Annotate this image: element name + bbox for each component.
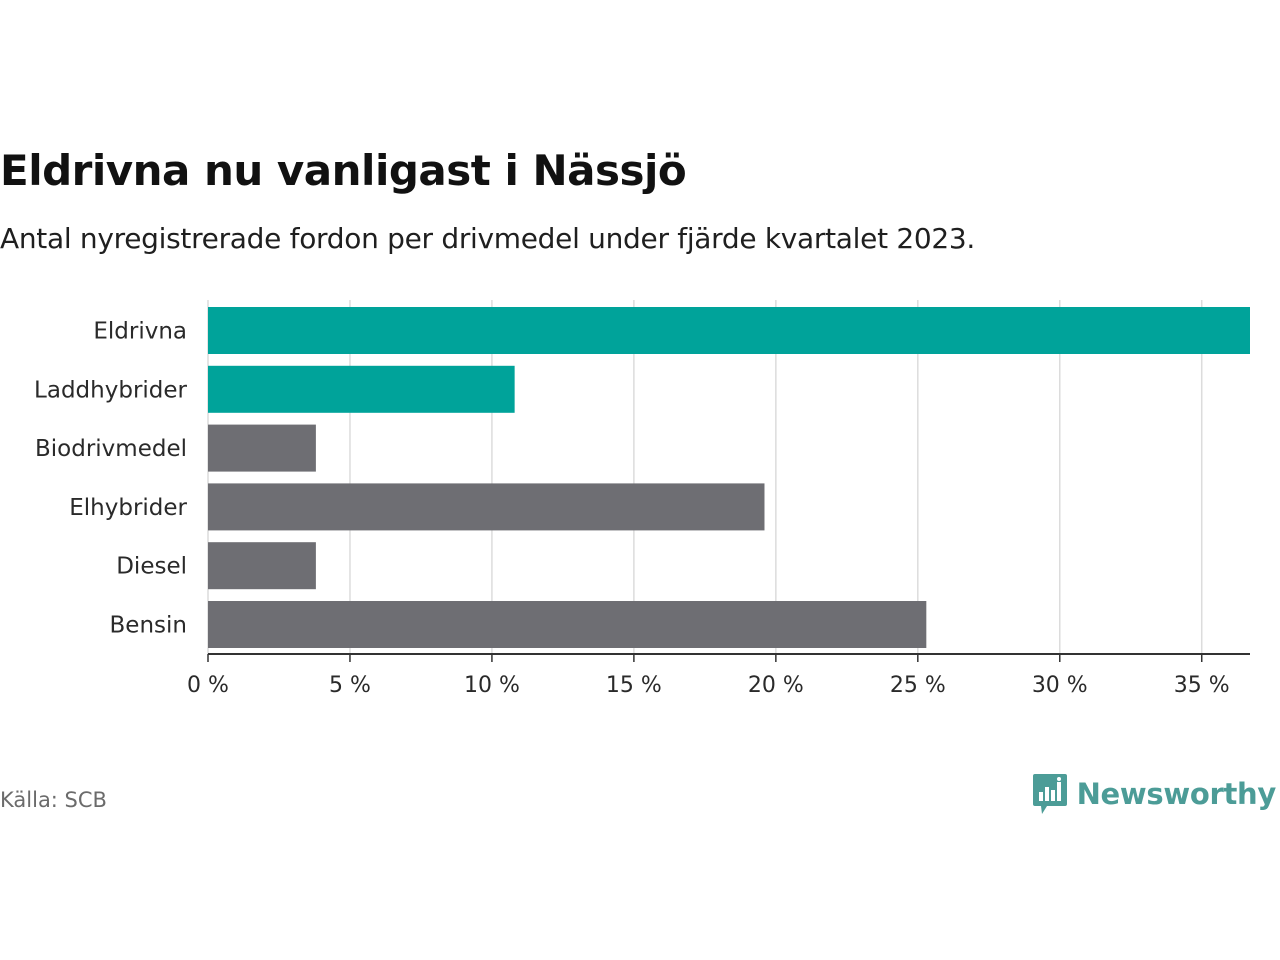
bar: [208, 424, 316, 472]
chart-title: Eldrivna nu vanligast i Nässjö: [0, 146, 687, 195]
chart-subtitle: Antal nyregistrerade fordon per drivmede…: [0, 222, 976, 255]
category-label: Bensin: [110, 613, 187, 639]
newsworthy-logo-icon: [1032, 774, 1067, 814]
brand-name: Newsworthy: [1076, 777, 1277, 811]
x-tick-label: 15 %: [606, 673, 662, 698]
x-tick-label: 0 %: [187, 673, 229, 698]
x-tick-label: 25 %: [890, 673, 946, 698]
x-tick-label: 10 %: [464, 673, 520, 698]
bar: [208, 601, 927, 648]
category-label: Laddhybrider: [34, 377, 187, 403]
bar: [208, 365, 515, 413]
category-label: Diesel: [116, 554, 187, 580]
category-label: Eldrivna: [93, 319, 187, 345]
category-label: Elhybrider: [69, 495, 187, 521]
brand-logo: Newsworthy: [1032, 774, 1277, 814]
bar-chart: Eldrivna Laddhybrider Biodrivmedel Elhybrid…: [34, 300, 1250, 698]
source-note: Källa: SCB: [0, 788, 107, 812]
bar: [208, 483, 765, 531]
x-tick-label: 35 %: [1174, 673, 1230, 698]
x-tick-label: 20 %: [748, 673, 804, 698]
bars: [208, 307, 1250, 648]
gridlines: [207, 300, 1203, 654]
category-label: Biodrivmedel: [35, 436, 187, 462]
bar: [208, 542, 316, 590]
x-axis: 0 % 5 % 10 % 15 % 20 % 25 % 30 % 35 %: [187, 653, 1250, 698]
bar: [208, 307, 1250, 354]
x-tick-label: 30 %: [1032, 673, 1088, 698]
category-labels: Eldrivna Laddhybrider Biodrivmedel Elhybrid…: [34, 319, 187, 639]
x-tick-label: 5 %: [329, 673, 371, 698]
